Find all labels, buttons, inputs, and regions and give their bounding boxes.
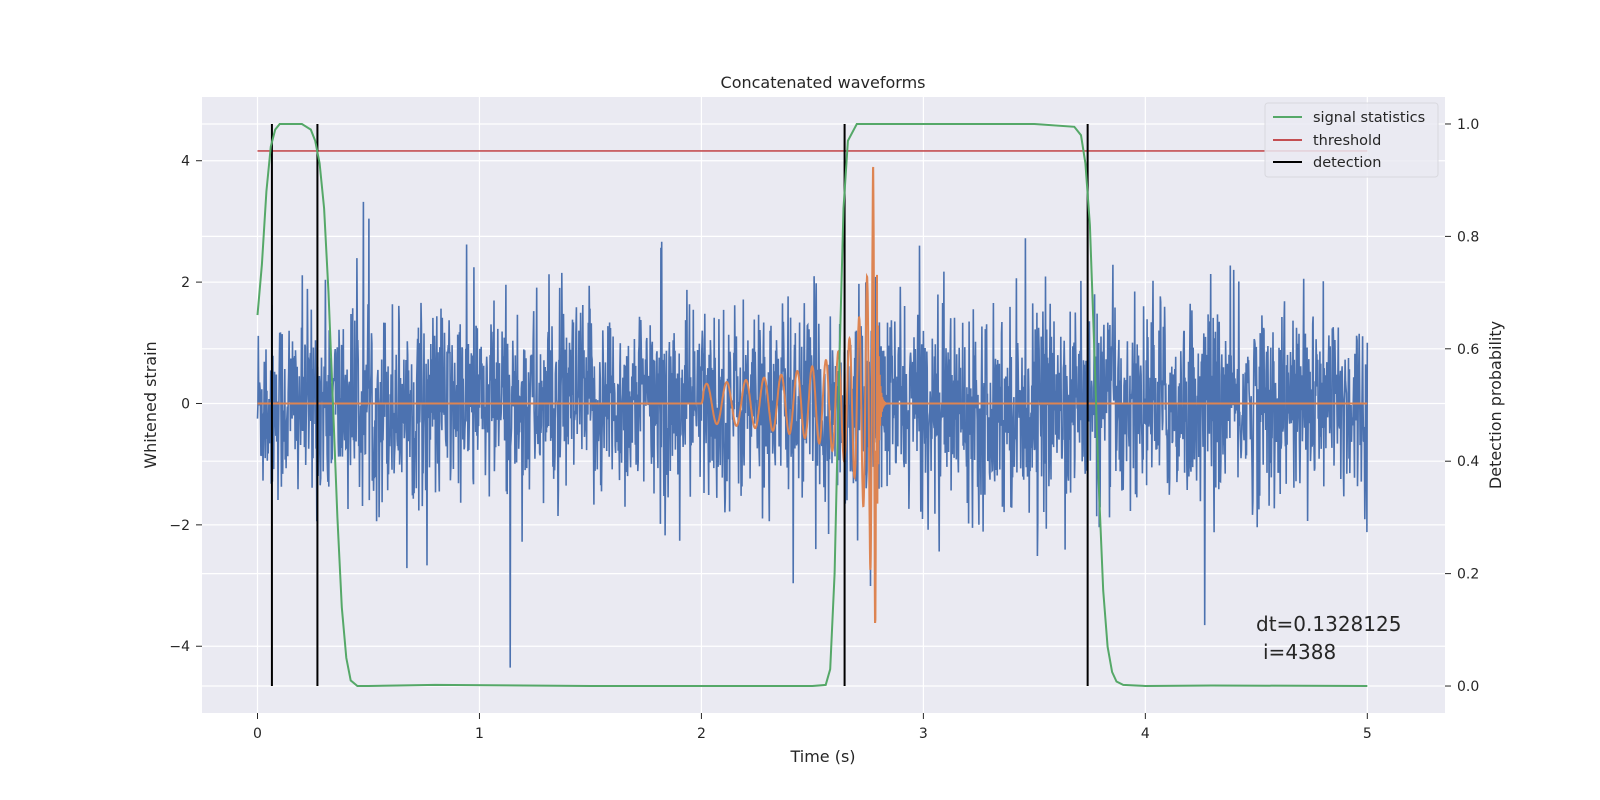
annotation-dt: dt=0.1328125 bbox=[1256, 612, 1401, 636]
x-tick-label: 5 bbox=[1363, 726, 1372, 742]
noise-series-line bbox=[256, 201, 1369, 668]
y2-tick-label: 0.6 bbox=[1457, 342, 1479, 358]
y2-axis-label: Detection probability bbox=[1486, 321, 1505, 489]
y2-tick-label: 1.0 bbox=[1457, 117, 1479, 133]
annotation-index: i=4388 bbox=[1263, 640, 1336, 664]
y-tick-label: 4 bbox=[181, 154, 190, 170]
legend-label-detection: detection bbox=[1313, 155, 1381, 171]
detection-lines bbox=[270, 123, 1089, 687]
y-tick-label: −2 bbox=[169, 518, 190, 534]
y-tick-label: −4 bbox=[169, 639, 190, 655]
x-tick-label: 1 bbox=[475, 726, 484, 742]
legend: signal statistics threshold detection bbox=[1264, 102, 1439, 178]
chirp-series-line bbox=[257, 166, 1368, 623]
x-tick-label: 4 bbox=[1141, 726, 1150, 742]
x-axis-ticks: 0 1 2 3 4 5 bbox=[253, 713, 1372, 742]
y-tick-label: 2 bbox=[181, 275, 190, 291]
series-layer bbox=[256, 123, 1369, 688]
x-tick-label: 2 bbox=[697, 726, 706, 742]
y2-axis-ticks: 0.0 0.2 0.4 0.6 0.8 1.0 bbox=[1445, 117, 1479, 695]
y-tick-label: 0 bbox=[181, 396, 190, 412]
legend-label-signal-statistics: signal statistics bbox=[1313, 110, 1425, 126]
legend-label-threshold: threshold bbox=[1313, 133, 1381, 149]
y2-tick-label: 0.4 bbox=[1457, 454, 1479, 470]
y2-tick-label: 0.2 bbox=[1457, 567, 1479, 583]
x-axis-label: Time (s) bbox=[789, 747, 855, 766]
legend-box bbox=[1264, 102, 1439, 178]
x-tick-label: 0 bbox=[253, 726, 262, 742]
y-axis-label: Whitened strain bbox=[141, 341, 160, 468]
x-tick-label: 3 bbox=[919, 726, 928, 742]
y2-tick-label: 0.8 bbox=[1457, 229, 1479, 245]
signal-statistics-line bbox=[256, 123, 1368, 688]
chart-title: Concatenated waveforms bbox=[721, 73, 926, 92]
y-axis-ticks: −4 −2 0 2 4 bbox=[169, 154, 202, 655]
y2-tick-label: 0.0 bbox=[1457, 679, 1479, 695]
